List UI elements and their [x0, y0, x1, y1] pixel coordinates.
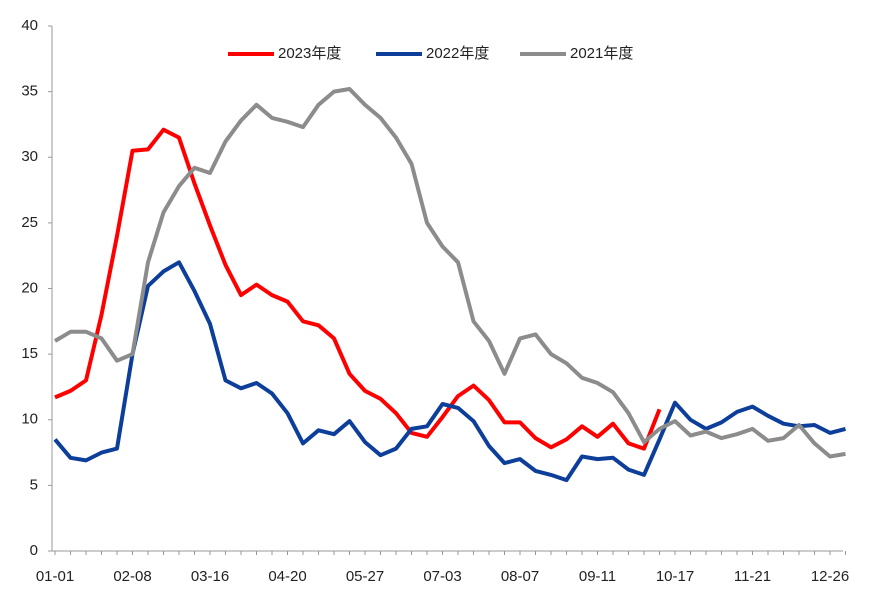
legend-label: 2021年度	[570, 45, 633, 62]
x-tick-label: 08-07	[501, 568, 539, 585]
x-tick-label: 02-08	[113, 568, 151, 585]
y-tick-label: 10	[21, 411, 38, 428]
y-tick-label: 35	[21, 83, 38, 100]
series-line	[53, 87, 846, 459]
x-tick-label: 10-17	[656, 568, 694, 585]
y-tick-label: 40	[21, 17, 38, 34]
x-tick-label: 03-16	[191, 568, 229, 585]
y-tick-label: 20	[21, 279, 38, 296]
x-tick-label: 11-21	[734, 568, 771, 585]
x-tick-label: 04-20	[268, 568, 306, 585]
x-tick-label: 01-01	[36, 568, 74, 585]
y-tick-label: 5	[30, 476, 38, 493]
legend-label: 2022年度	[426, 45, 489, 62]
y-tick-label: 30	[21, 148, 38, 165]
y-tick-label: 15	[21, 345, 38, 362]
series-line	[54, 127, 662, 451]
x-tick-label: 12-26	[811, 568, 849, 585]
x-tick-label: 07-03	[423, 568, 461, 585]
y-tick-label: 25	[21, 214, 38, 231]
x-tick-label: 09-11	[579, 568, 616, 585]
x-tick-label: 05-27	[346, 568, 384, 585]
legend-label: 2023年度	[278, 45, 341, 62]
y-tick-label: 0	[30, 542, 38, 559]
series-line	[53, 260, 846, 483]
